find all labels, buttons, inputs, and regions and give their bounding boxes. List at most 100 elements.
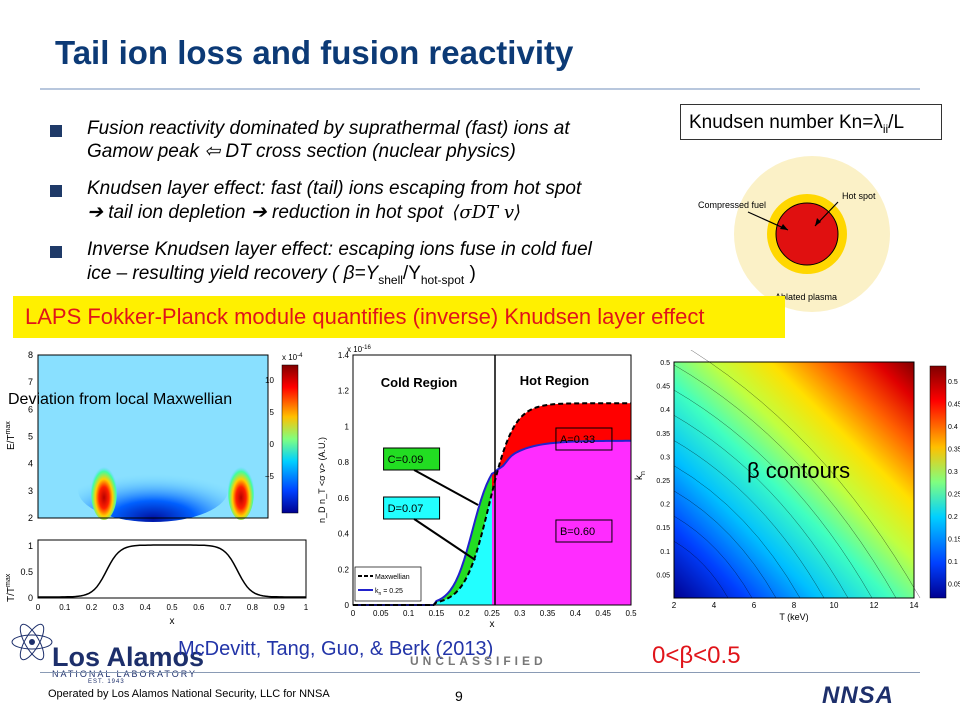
colorbar-right-tick: 0.2 [948,514,958,521]
beta-sub-hotspot: hot-spot [420,272,465,287]
temperature-x-tick: 0.9 [274,603,286,612]
colorbar-right-tick: 0.45 [948,402,960,409]
contour-x-tick: 10 [830,601,839,610]
reactivity-x-label: x [490,619,495,630]
reactivity-x-tick: 0.4 [570,609,582,618]
contour-x-tick: 4 [712,601,717,610]
temperature-y-tick: 0.5 [20,567,33,577]
colorbar-right-tick: 0.3 [948,469,958,476]
bullet-1-line-1: Fusion reactivity dominated by suprather… [87,118,570,139]
colorbar-exponent-sup: -4 [297,353,303,359]
contour-y-tick: 0.25 [656,478,670,485]
contour-x-tick: 12 [870,601,879,610]
colorbar-right [929,365,947,599]
reactivity-x-tick: 0.1 [403,609,415,618]
contour-line [673,465,801,599]
bullet-1-line-2: Gamow peak ⇦ DT cross section (nuclear p… [87,141,516,162]
lanl-est: EST. 1943 [88,679,125,685]
knudsen-suffix: /L [888,112,905,133]
contour-y-tick: 0.1 [660,549,670,556]
contour-y-tick: 0.35 [656,431,670,438]
temperature-x-tick: 0.5 [166,603,178,612]
knudsen-sub: ii [882,121,889,136]
footer-divider [40,672,920,673]
heatmap-y-tick: 7 [28,377,33,387]
beta-text-b: /Y [402,263,421,284]
reactivity-y-tick: 0.6 [338,494,350,503]
reactivity-y-tick: 0.2 [338,565,350,574]
reactivity-frame [352,354,632,606]
cold-region-label: Cold Region [381,375,458,390]
heatmap-y-tick: 4 [28,459,33,469]
reference-citation: McDevitt, Tang, Guo, & Berk (2013) [178,638,494,660]
heatmap-hot-right [228,464,254,520]
contour-y-label: kn [634,471,647,480]
contour-y-tick: 0.15 [656,525,670,532]
label-B: B=0.60 [560,526,595,538]
temperature-x-tick: 0 [36,603,41,612]
reactivity-y-tick: 0.8 [338,458,350,467]
label-D-box [383,496,441,520]
heatmap-y-tick: 5 [28,432,33,442]
beta-sub-shell: shell [378,272,403,287]
heatmap-y-tick: 3 [28,486,33,496]
heatmap-y-tick: 8 [28,350,33,360]
ablated-plasma-label: Ablated plasma [775,292,837,302]
temperature-profile-line [38,544,306,598]
colorbar-right-tick: 0.25 [948,492,960,499]
reactivity-y-tick: 1.2 [338,387,350,396]
lanl-logo-text: Los Alamos [52,642,205,672]
reactivity-x-tick: 0 [351,609,356,618]
classification-marking: UNCLASSIFIED [410,654,547,668]
contour-y-tick: 0.05 [656,572,670,579]
temperature-x-tick: 0.4 [140,603,152,612]
reactivity-x-tick: 0.2 [459,609,471,618]
contour-line [673,364,897,599]
heatmap-y-tick: 2 [28,513,33,523]
beta-contour-panel: 0.5 0.45 0.4 0.35 0.3 0.25 0.2 0.15 0.1 0.05 2 4 6 8 1… [634,350,960,622]
heatmap-y-tick: 6 [28,404,33,414]
temperature-y-tick: 1 [28,541,33,551]
colorbar-right-tick: 0.15 [948,537,960,544]
contour-lines [673,350,921,599]
reactivity-x-tick: 0.3 [514,609,526,618]
contour-line [690,350,921,599]
reactivity-exponent: x 10-16 [347,345,371,354]
contour-y-tick: 0.2 [660,502,670,509]
legend-box [354,566,422,602]
right-tick-group: 0.5 0.45 0.4 0.35 0.3 0.25 0.2 0.15 0.1 0.05 2 4 6 8 1… [634,360,960,622]
colorbar-right-tick: 0.4 [948,424,958,431]
reactivity-y-tick: 0 [345,601,350,610]
colorbar-tick: 10 [265,376,274,385]
contour-y-label-sub: n [640,471,647,475]
lanl-logo-subtitle: NATIONAL LABORATORY [52,669,198,679]
contour-line [673,440,825,599]
bullet-2-line-2: ➔ tail ion depletion ➔ reduction in hot … [87,201,521,224]
label-C-box [383,447,441,471]
heatmap-y-label: E/Tmax [5,421,17,450]
reactivity-plot-group: 1.4 1.2 1 0.8 0.6 0.4 0.2 00 0.05 0.1 0.15 0.2 0.25 0… [317,345,637,630]
hot-spot-label: Hot spot [842,191,876,201]
temperature-y-tick: 0 [28,593,33,603]
contour-line [673,541,729,599]
label-D: D=0.07 [388,503,424,515]
bullet-2-line-1: Knudsen layer effect: fast (tail) ions e… [87,178,582,199]
bullet-marker [50,185,62,197]
contour-x-tick: 14 [910,601,919,610]
reactivity-x-tick: 0.05 [373,609,389,618]
legend-kn: kn = 0.25 [375,588,403,597]
colorbar-left [281,364,299,514]
colorbar-right-tick: 0.5 [948,379,958,386]
beta-contours-overlay: β contours [747,458,851,483]
arrowhead-icon [815,218,821,226]
reactivity-y-tick: 1 [345,422,350,431]
beta-text-c: ) [464,263,476,284]
kinetic-panel: 8 7 6 5 4 3 2 E/Tmax x 10-4 10 5 0 −5 1 0.5 0 T/Tmax 0 0.1… [5,350,309,627]
temperature-x-tick: 0.1 [59,603,71,612]
compressed-fuel-label: Compressed fuel [698,200,766,210]
heatmap-y-label-sup: max [5,421,12,435]
contour-x-tick: 6 [752,601,757,610]
bullet-3-line-2: ice – resulting yield recovery ( β=Yshel… [87,262,476,292]
reactivity-x-tick: 0.25 [484,609,500,618]
contour-x-tick: 8 [792,601,797,610]
